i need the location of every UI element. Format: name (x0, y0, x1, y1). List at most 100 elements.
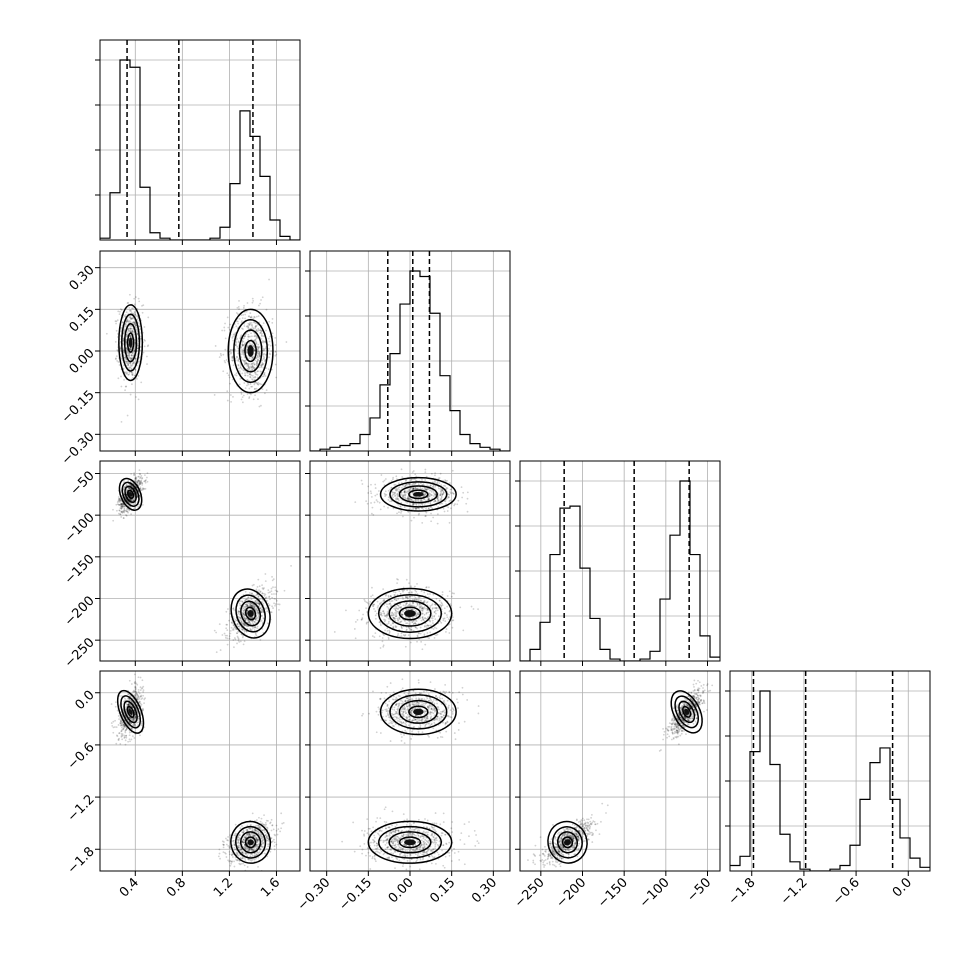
scatter-point (120, 726, 123, 729)
scatter-point (245, 606, 248, 609)
scatter-point (429, 619, 431, 622)
scatter-point (259, 598, 261, 601)
scatter-point (424, 515, 427, 517)
scatter-point (134, 690, 137, 693)
scatter-point (253, 388, 256, 391)
scatter-point (137, 347, 139, 350)
scatter-point (129, 704, 131, 707)
scatter-point (401, 627, 403, 630)
scatter-point (241, 612, 244, 615)
scatter-point (260, 330, 263, 333)
contour-0-2 (121, 313, 141, 372)
scatter-point (424, 607, 426, 610)
scatter-point (125, 341, 128, 344)
scatter-point (244, 342, 246, 345)
scatter-point (401, 613, 404, 616)
scatter-point (122, 351, 125, 354)
scatter-point (237, 610, 240, 613)
scatter-point (132, 717, 135, 720)
scatter-point (125, 340, 128, 343)
scatter-point (395, 613, 397, 616)
scatter-point (139, 337, 142, 340)
scatter-point (133, 719, 136, 722)
scatter-point (394, 615, 397, 618)
scatter-point (230, 348, 232, 351)
scatter-point (254, 618, 257, 621)
scatter-point (129, 695, 132, 698)
scatter-point (128, 702, 131, 705)
scatter-point (410, 498, 413, 501)
scatter-point (138, 697, 141, 700)
scatter-point (448, 610, 451, 613)
scatter-point (382, 610, 385, 613)
scatter-point (236, 306, 239, 309)
scatter-point (396, 495, 399, 497)
scatter-point (127, 329, 130, 332)
scatter-point (417, 599, 420, 602)
scatter-point (447, 618, 450, 621)
scatter-point (218, 356, 221, 359)
scatter-point (232, 607, 234, 610)
scatter-point (360, 479, 363, 482)
scatter-point (238, 308, 240, 310)
scatter-point (139, 483, 141, 486)
scatter-point (400, 486, 403, 489)
scatter-point (136, 694, 139, 696)
scatter-point (275, 598, 277, 600)
scatter-point (440, 484, 443, 487)
scatter-point (137, 690, 140, 693)
scatter-point (259, 354, 261, 357)
scatter-point (249, 607, 252, 610)
scatter-point (130, 354, 133, 357)
scatter-point (249, 591, 251, 594)
scatter-point (267, 368, 270, 371)
scatter-point (134, 688, 137, 691)
scatter-point (130, 325, 133, 327)
scatter-point (243, 609, 246, 612)
scatter-point (126, 319, 128, 322)
scatter-point (233, 624, 235, 627)
scatter-point (120, 721, 123, 724)
scatter-point (425, 611, 428, 614)
scatter-point (258, 602, 261, 605)
scatter-point (142, 708, 144, 711)
scatter-point (419, 606, 422, 608)
scatter-point (245, 605, 248, 608)
scatter-point (129, 393, 132, 396)
contour-1-1 (388, 600, 432, 627)
scatter-point (117, 724, 120, 726)
scatter-point (399, 635, 401, 638)
scatter-point (242, 353, 244, 356)
scatter-point (119, 718, 122, 721)
scatter-point (247, 596, 250, 599)
scatter-point (416, 627, 418, 630)
scatter-point (426, 499, 429, 501)
scatter-point (441, 502, 444, 505)
ytick-label-2-2: −150 (62, 552, 98, 588)
scatter-point (395, 488, 398, 490)
scatter-point (131, 696, 134, 699)
scatter-point (133, 716, 136, 719)
scatter-point (239, 347, 242, 349)
scatter-point (242, 610, 245, 613)
scatter-point (405, 596, 407, 599)
scatter-point (249, 596, 252, 599)
scatter-point (247, 338, 249, 341)
scatter-point (424, 624, 426, 627)
scatter-point (125, 484, 128, 487)
scatter-point (273, 602, 275, 605)
scatter-point (255, 363, 258, 365)
scatter-point (141, 304, 143, 307)
scatter-point (262, 341, 265, 344)
scatter-point (130, 327, 133, 330)
scatter-point (249, 316, 252, 319)
scatter-point (435, 597, 438, 600)
scatter-point (139, 695, 142, 698)
scatter-point (222, 370, 225, 373)
scatter-point (129, 334, 132, 337)
scatter-point (450, 595, 453, 598)
scatter-point (439, 620, 442, 623)
scatter-point (408, 595, 411, 598)
scatter-point (140, 698, 143, 701)
scatter-point (414, 486, 417, 489)
